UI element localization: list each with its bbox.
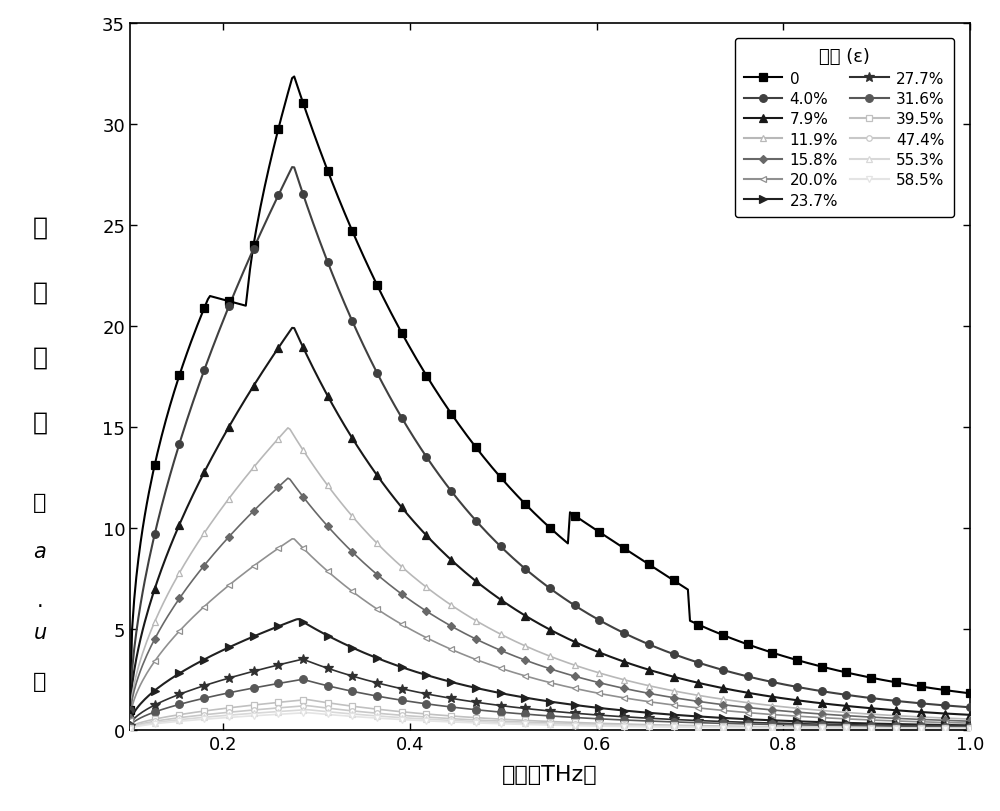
Text: （: （ (33, 493, 47, 513)
Text: .: . (37, 590, 43, 610)
Legend: 0, 4.0%, 7.9%, 11.9%, 15.8%, 20.0%, 23.7%, 27.7%, 31.6%, 39.5%, 47.4%, 55.3%, 58: 0, 4.0%, 7.9%, 11.9%, 15.8%, 20.0%, 23.7… (735, 39, 954, 217)
Text: 强: 强 (32, 345, 48, 369)
Text: ）: ） (33, 672, 47, 691)
Text: 度: 度 (32, 410, 48, 434)
Text: 透: 透 (32, 215, 48, 239)
X-axis label: 频率（THz）: 频率（THz） (502, 764, 598, 783)
Text: u: u (33, 623, 47, 642)
Text: a: a (34, 542, 46, 561)
Text: 射: 射 (32, 280, 48, 304)
